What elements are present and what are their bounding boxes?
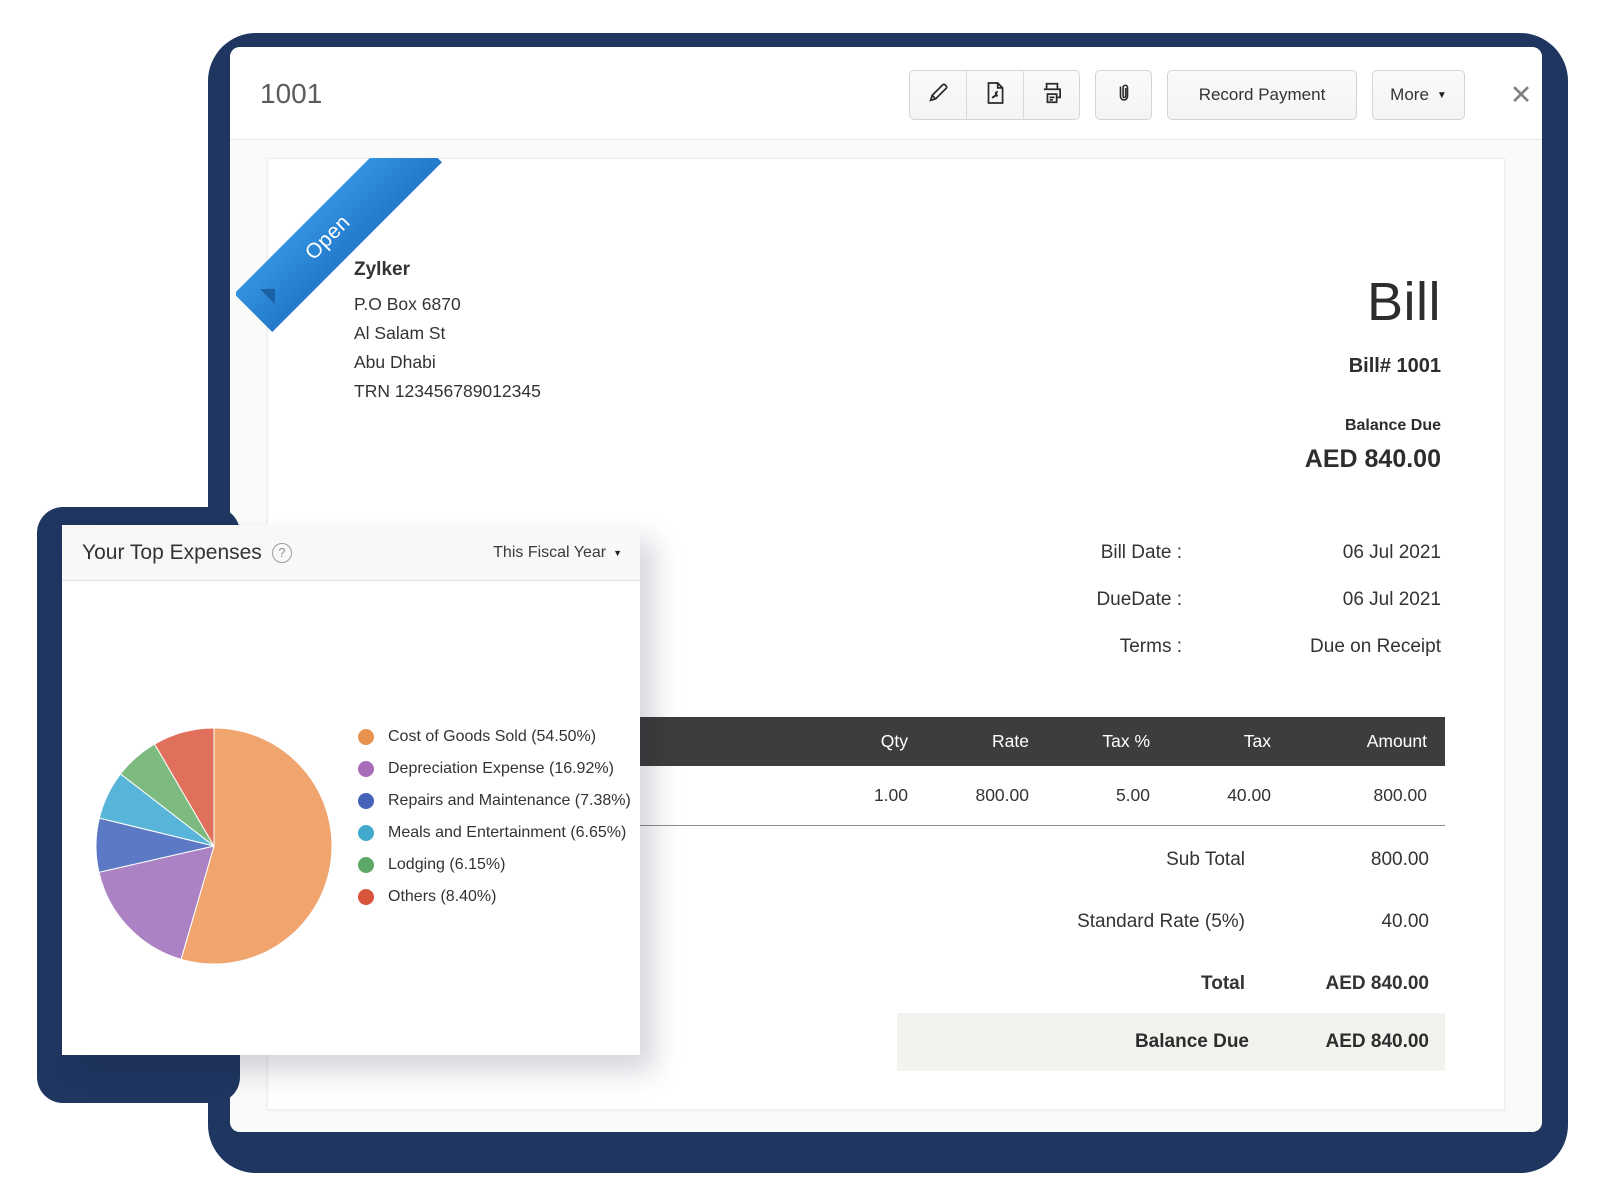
total-value: AED 840.00 [1325,973,1429,994]
row-cell-2: 5.00 [1115,785,1150,805]
close-icon[interactable]: ✕ [1509,79,1533,110]
edit-button[interactable] [909,70,966,120]
total-row: Sub Total 800.00 [268,829,1504,891]
meta-label: DueDate : [1096,589,1182,610]
period-selector-label: This Fiscal Year [493,543,607,561]
legend-item: Others (8.40%) [358,881,631,913]
vendor-address-line: Al Salam St [354,323,446,343]
bill-number: Bill# 1001 [1348,355,1441,377]
row-cell-3: 40.00 [1227,785,1271,805]
chart-legend: Cost of Goods Sold (54.50%) Depreciation … [358,721,631,913]
paperclip-icon [1112,81,1136,110]
more-button-label: More [1390,85,1429,104]
print-button[interactable] [1023,70,1080,120]
total-value: 800.00 [1370,849,1429,870]
items-table-row: 1.00 800.00 5.00 40.00 800.00 [306,766,1445,826]
vendor-address-block: Zylker P.O Box 6870 Al Salam St Abu Dhab… [354,259,541,406]
ribbon-fold [260,289,275,304]
status-ribbon-label: Open [300,210,355,265]
top-expenses-card: Your Top Expenses ? This Fiscal Year ▼ C… [62,525,640,1055]
column-header-3: Tax [1243,731,1271,751]
balance-due-band: Balance Due AED 840.00 [897,1013,1445,1071]
expenses-card-body: Cost of Goods Sold (54.50%) Depreciation … [62,581,640,1054]
meta-value: 06 Jul 2021 [1342,542,1441,563]
meta-value: Due on Receipt [1310,636,1441,657]
meta-label: Bill Date : [1100,542,1182,563]
vendor-trn: TRN 123456789012345 [354,381,541,401]
legend-label: Lodging (6.15%) [388,856,506,873]
column-header-4: Amount [1366,731,1427,751]
balance-band-value: AED 840.00 [1325,1031,1429,1052]
attach-file-button[interactable] [1095,70,1152,120]
meta-label: Terms : [1119,636,1182,657]
total-value: 40.00 [1381,911,1429,932]
chevron-down-icon: ▼ [1436,89,1447,101]
legend-color-dot [358,761,374,777]
record-payment-button[interactable]: Record Payment [1167,70,1357,120]
pdf-export-button[interactable] [966,70,1023,120]
more-button[interactable]: More ▼ [1372,70,1465,120]
expenses-card-header: Your Top Expenses ? This Fiscal Year ▼ [62,525,640,581]
page-title: 1001 [260,78,323,109]
pencil-icon [925,80,951,111]
meta-value: 06 Jul 2021 [1342,589,1441,610]
legend-color-dot [358,889,374,905]
status-ribbon-wrap: Open [236,158,451,373]
period-selector[interactable]: This Fiscal Year ▼ [493,544,622,562]
chevron-down-icon: ▼ [613,547,622,558]
column-header-0: Qty [880,731,908,751]
vendor-address-line: P.O Box 6870 [354,294,461,314]
pie-slice-0 [180,727,333,965]
legend-item: Meals and Entertainment (6.65%) [358,817,631,849]
pie-slice-5 [153,727,215,848]
modal-header: 1001 [230,47,1542,140]
row-cell-0: 1.00 [873,785,908,805]
legend-label: Cost of Goods Sold (54.50%) [388,728,597,745]
row-cell-1: 800.00 [975,785,1029,805]
column-header-1: Rate [992,731,1029,751]
document-title: Bill [1366,272,1441,332]
legend-color-dot [358,857,374,873]
legend-item: Repairs and Maintenance (7.38%) [358,785,631,817]
printer-icon [1039,80,1065,111]
expenses-card-title: Your Top Expenses [82,540,262,564]
total-row: Total AED 840.00 [268,953,1504,1015]
total-label: Total [1201,973,1245,994]
legend-item: Cost of Goods Sold (54.50%) [358,721,631,753]
bill-meta-row: DueDate : 06 Jul 2021 [268,576,1441,623]
pie-slice-1 [98,845,215,960]
legend-label: Meals and Entertainment (6.65%) [388,824,627,841]
row-cell-4: 800.00 [1373,785,1427,805]
total-label: Standard Rate (5%) [1077,911,1245,932]
legend-item: Depreciation Expense (16.92%) [358,753,631,785]
column-header-2: Tax % [1102,731,1150,751]
total-label: Sub Total [1166,849,1245,870]
legend-color-dot [358,729,374,745]
legend-item: Lodging (6.15%) [358,849,631,881]
balance-band-label: Balance Due [1134,1031,1249,1052]
legend-label: Depreciation Expense (16.92%) [388,760,614,777]
vendor-name: Zylker [354,259,410,280]
total-row: Standard Rate (5%) 40.00 [268,891,1504,953]
legend-color-dot [358,825,374,841]
bill-meta-row: Terms : Due on Receipt [268,623,1441,670]
pdf-file-icon [982,80,1008,111]
help-icon[interactable]: ? [271,542,292,563]
toolbar-icon-group [909,70,1080,120]
legend-label: Others (8.40%) [388,888,497,905]
expenses-pie-chart [95,727,333,965]
balance-due-label: Balance Due [1344,417,1441,434]
legend-color-dot [358,793,374,809]
bill-meta-row: Bill Date : 06 Jul 2021 [268,529,1441,576]
balance-due-amount: AED 840.00 [1304,445,1441,473]
totals-block: Sub Total 800.00 Standard Rate (5%) 40.00 To… [268,829,1504,1015]
vendor-address-line: Abu Dhabi [354,352,436,372]
legend-label: Repairs and Maintenance (7.38%) [388,792,631,809]
bill-meta: Bill Date : 06 Jul 2021 DueDate : 06 Jul 20… [268,529,1441,670]
